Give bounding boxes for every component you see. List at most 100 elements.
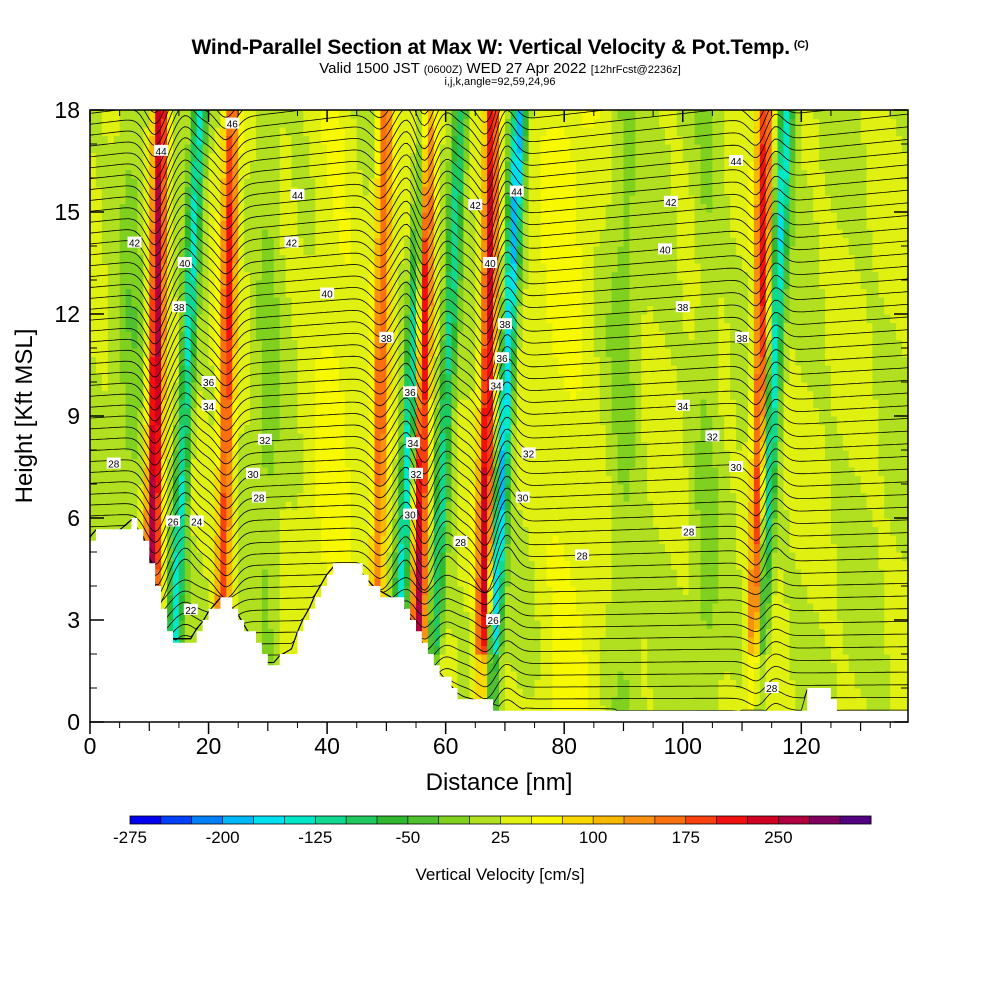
field-cell [380,178,387,188]
field-cell [344,280,352,290]
field-cell [250,569,257,579]
field-cell [255,152,263,162]
field-cell [172,135,180,145]
field-cell [220,229,227,239]
field-cell [309,348,316,358]
field-cell [107,220,115,230]
field-cell [202,186,210,196]
field-cell [380,373,387,383]
field-cell [309,552,316,562]
field-cell [220,356,227,366]
field-cell [315,161,322,171]
field-cell [380,552,387,562]
field-cell [273,127,281,137]
field-cell [499,679,506,689]
field-cell [362,560,370,570]
field-cell [338,280,346,290]
field-cell [386,552,393,562]
field-cell [457,603,465,613]
field-cell [250,271,257,281]
field-cell [445,416,453,426]
field-cell [398,178,405,188]
field-cell [184,195,192,205]
field-cell [137,271,144,281]
field-cell [457,356,465,366]
field-cell [190,450,198,460]
field-cell [285,467,293,477]
field-cell [244,118,251,128]
field-cell [297,424,304,434]
field-cell [392,110,399,120]
field-cell [344,118,352,128]
field-cell [481,314,488,324]
field-cell [167,220,174,230]
field-cell [208,169,216,179]
field-cell [475,186,482,196]
field-cell [261,577,269,587]
field-cell [279,509,287,519]
field-cell [309,509,316,519]
field-cell [196,373,204,383]
field-cell [463,169,470,179]
field-cell [469,611,476,621]
field-cell [350,127,358,137]
field-cell [445,399,453,409]
field-cell [125,416,133,426]
field-cell [279,577,287,587]
field-cell [279,339,287,349]
field-cell [350,288,358,298]
field-cell [445,662,453,672]
field-cell [226,433,233,443]
field-cell [178,543,186,553]
field-cell [338,424,346,434]
field-cell [427,127,435,137]
field-cell [232,603,239,613]
field-cell [327,169,334,179]
field-cell [285,450,293,460]
field-cell [178,637,186,647]
field-cell [344,127,352,137]
field-cell [190,331,198,341]
field-cell [433,161,441,171]
field-cell [457,679,465,689]
field-cell [250,501,257,511]
field-cell [404,492,411,502]
field-cell [433,450,441,460]
field-cell [149,246,156,256]
field-cell [421,339,429,349]
field-cell [469,390,476,400]
field-cell [220,110,227,120]
field-cell [291,356,299,366]
field-cell [149,161,156,171]
field-cell [255,543,263,553]
field-cell [137,305,144,315]
field-cell [113,484,121,494]
field-cell [250,509,257,519]
field-cell [309,577,316,587]
field-cell [303,535,310,545]
field-cell [285,365,293,375]
field-cell [457,450,465,460]
field-cell [350,237,358,247]
field-cell [463,118,470,128]
field-cell [167,135,174,145]
field-cell [392,135,399,145]
field-cell [244,424,251,434]
field-cell [350,280,358,290]
field-cell [327,339,334,349]
field-cell [214,314,222,324]
field-cell [255,169,263,179]
field-cell [202,127,210,137]
field-cell [196,475,204,485]
field-cell [398,331,405,341]
field-cell [404,161,411,171]
field-cell [125,390,133,400]
field-cell [315,424,322,434]
field-cell [493,297,500,307]
field-cell [244,441,251,451]
field-cell [238,314,245,324]
field-cell [398,161,405,171]
field-cell [208,594,216,604]
field-cell [137,229,144,239]
field-cell [469,509,476,519]
